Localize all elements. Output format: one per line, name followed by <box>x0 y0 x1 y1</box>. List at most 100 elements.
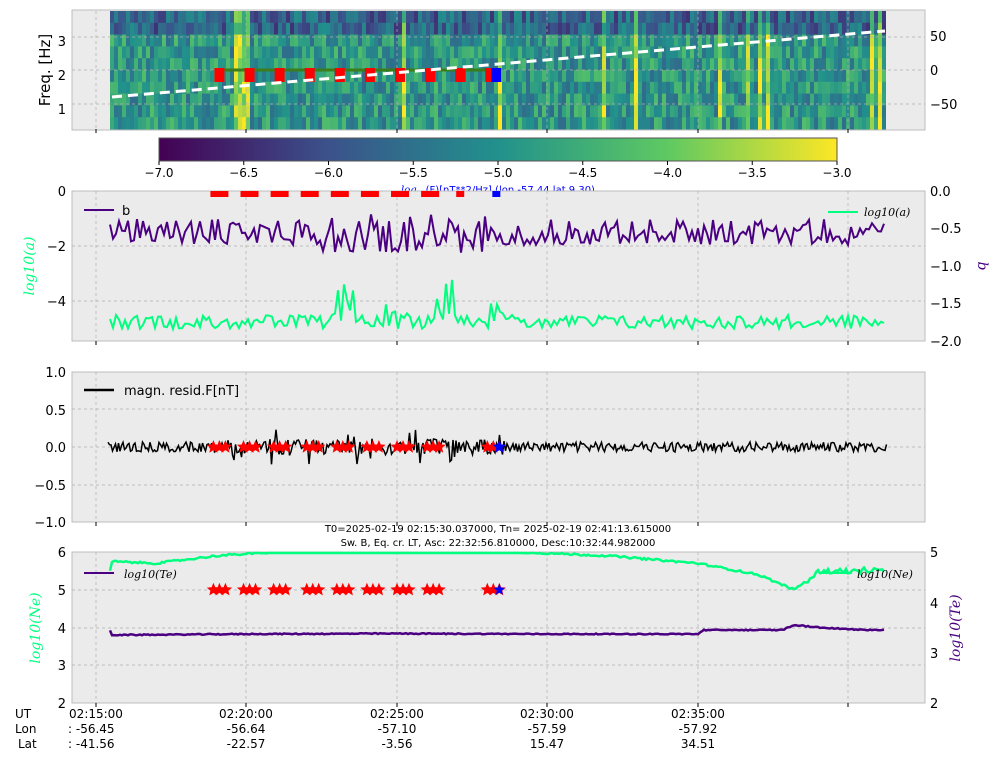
spectrogram-cell <box>326 34 330 47</box>
spectrogram-cell <box>138 105 142 118</box>
spectrogram-cell <box>850 46 854 59</box>
spectrogram-cell <box>522 46 526 59</box>
spectrogram-cell <box>818 34 822 47</box>
spectrogram-cell <box>686 93 690 106</box>
spectrogram-cell <box>242 22 246 36</box>
spectrogram-cell <box>310 81 314 95</box>
spectrogram-cell <box>834 117 838 130</box>
spectrogram-cell <box>430 46 434 59</box>
spectrogram-cell <box>290 34 294 47</box>
spectrogram-cell <box>382 46 386 59</box>
spectrogram-cell <box>542 81 546 95</box>
spectrogram-cell <box>246 117 250 130</box>
spectrogram-cell <box>574 11 578 24</box>
spectrogram-cell <box>446 58 450 71</box>
spectrogram-cell <box>522 81 526 95</box>
spectrogram-cell <box>398 117 402 130</box>
spectrogram-panel: Freq. [Hz] 1 2 3 −50 0 50 <box>36 9 957 131</box>
spectrogram-cell <box>814 22 818 36</box>
spectrogram-cell <box>826 58 830 71</box>
spectrogram-cell <box>338 11 342 24</box>
spectrogram-cell <box>806 81 810 95</box>
spectrogram-cell <box>638 58 642 71</box>
spectrogram-cell <box>410 81 414 95</box>
spectrogram-cell <box>766 70 770 83</box>
spectrogram-ytick: 1 <box>58 103 66 118</box>
spectrogram-cell <box>466 34 470 47</box>
ab-panel-ytick-right: −2.0 <box>930 335 962 350</box>
spectrogram-cell <box>774 70 778 83</box>
spectrogram-cell <box>646 34 650 47</box>
spectrogram-cell <box>766 58 770 71</box>
spectrogram-cell <box>398 81 402 95</box>
spectrogram-cell <box>522 34 526 47</box>
spectrogram-cell <box>706 81 710 95</box>
spectrogram-cell <box>762 81 766 95</box>
spectrogram-cell <box>798 93 802 106</box>
spectrogram-cell <box>734 81 738 95</box>
ab-panel-top-marker <box>300 191 319 197</box>
spectrogram-cell <box>438 11 442 24</box>
spectrogram-cell <box>794 22 798 36</box>
spectrogram-cell <box>270 46 274 59</box>
spectrogram-cell <box>282 81 286 95</box>
spectrogram-cell <box>838 58 842 71</box>
spectrogram-cell <box>822 117 826 130</box>
spectrogram-cell <box>234 58 238 71</box>
spectrogram-cell <box>474 105 478 118</box>
spectrogram-cell <box>358 46 362 59</box>
spectrogram-cell <box>130 11 134 24</box>
spectrogram-cell <box>618 117 622 130</box>
spectrogram-cell <box>506 22 510 36</box>
spectrogram-cell <box>374 34 378 47</box>
spectrogram-cell <box>390 34 394 47</box>
spectrogram-cell <box>382 70 386 83</box>
spectrogram-cell <box>322 117 326 130</box>
spectrogram-cell <box>878 46 882 59</box>
spectrogram-cell <box>262 93 266 106</box>
spectrogram-cell <box>418 22 422 36</box>
spectrogram-cell <box>562 22 566 36</box>
colorbar-ticks: −7.0 −6.5 −6.0 −5.5 −5.0 −4.5 −4.0 −3.5 −3.0 <box>144 161 852 180</box>
spectrogram-cell <box>498 22 502 36</box>
spectrogram-cell <box>810 34 814 47</box>
spectrogram-cell <box>286 93 290 106</box>
spectrogram-cell <box>574 105 578 118</box>
spectrogram-cell <box>610 105 614 118</box>
spectrogram-cell <box>850 11 854 24</box>
spectrogram-cell <box>474 58 478 71</box>
spectrogram-cell <box>642 117 646 130</box>
spectrogram-cell <box>830 22 834 36</box>
spectrogram-cell <box>854 11 858 24</box>
spectrogram-cell <box>550 105 554 118</box>
spectrogram-cell <box>790 70 794 83</box>
spectrogram-cell <box>566 46 570 59</box>
spectrogram-cell <box>838 93 842 106</box>
spectrogram-cell <box>394 93 398 106</box>
x-tick-ut: 02:15:00 <box>69 707 123 721</box>
spectrogram-cell <box>294 81 298 95</box>
spectrogram-cell <box>134 117 138 130</box>
spectrogram-cell <box>270 70 274 83</box>
spectrogram-cell <box>126 46 130 59</box>
spectrogram-cell <box>754 11 758 24</box>
spectrogram-cell <box>542 34 546 47</box>
spectrogram-cell <box>198 11 202 24</box>
spectrogram-cell <box>818 11 822 24</box>
spectrogram-cell <box>602 93 606 106</box>
colorbar-tick-label: −5.0 <box>483 166 512 180</box>
spectrogram-cell <box>318 81 322 95</box>
spectrogram-cell <box>198 81 202 95</box>
spectrogram-cell <box>490 105 494 118</box>
spectrogram-cell <box>422 34 426 47</box>
spectrogram-cell <box>226 105 230 118</box>
spectrogram-cell <box>322 46 326 59</box>
spectrogram-cell <box>302 58 306 71</box>
spectrogram-cell <box>466 46 470 59</box>
spectrogram-cell <box>146 34 150 47</box>
spectrogram-cell <box>222 46 226 59</box>
spectrogram-cell <box>486 105 490 118</box>
spectrogram-cell <box>498 46 502 59</box>
spectrogram-cell <box>142 46 146 59</box>
